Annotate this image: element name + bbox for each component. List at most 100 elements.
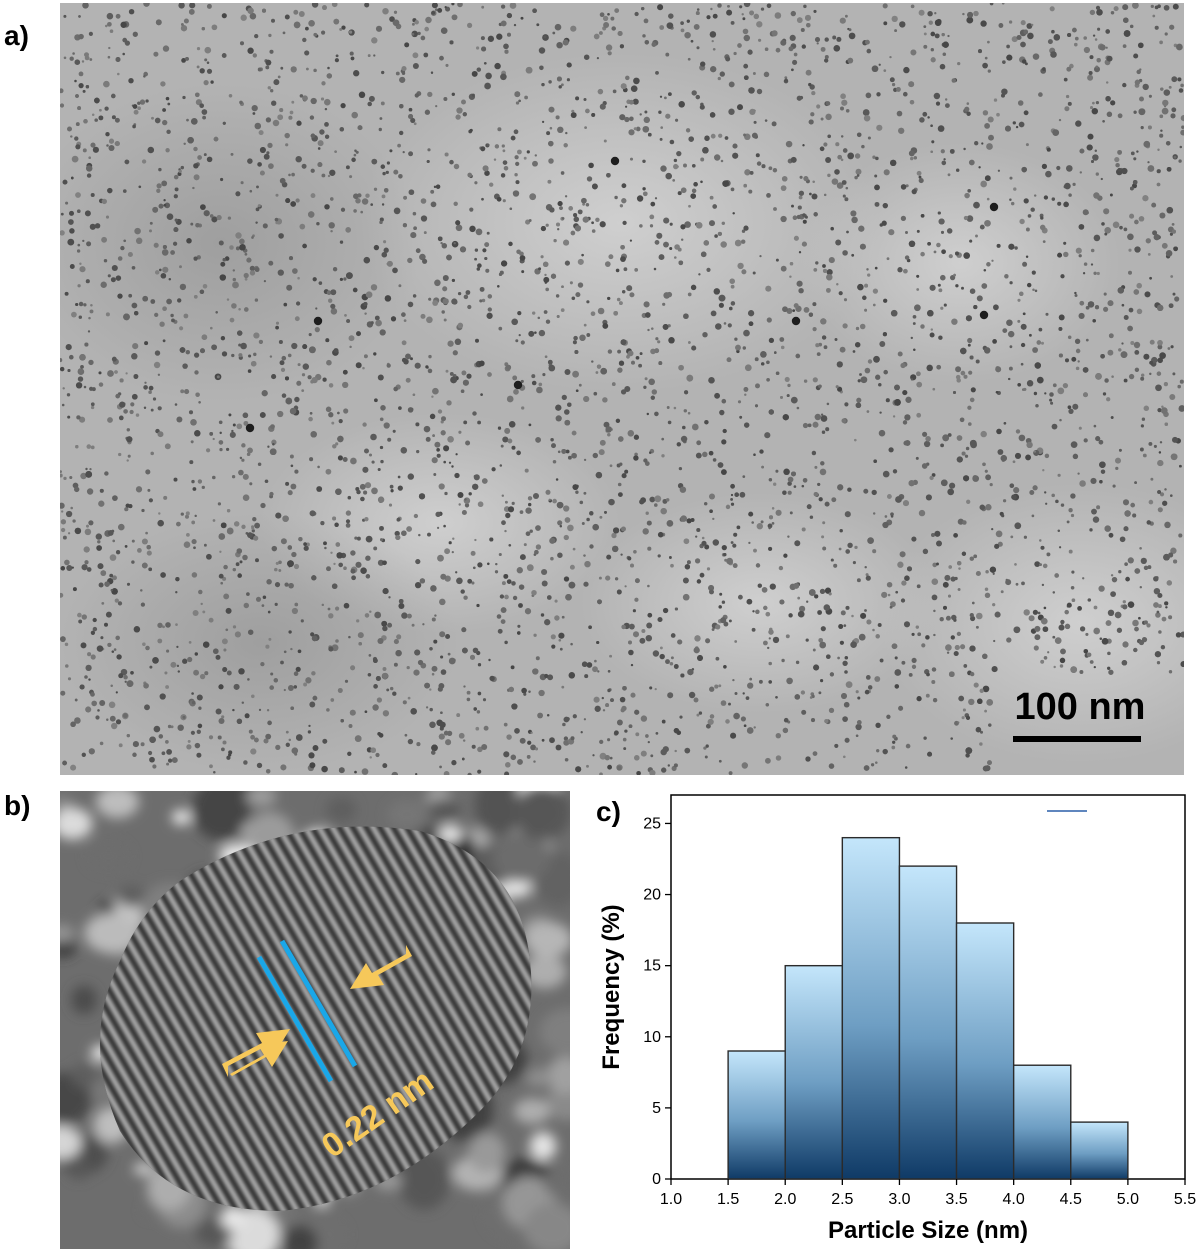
nanoparticle — [760, 7, 765, 11]
nanoparticle — [930, 124, 933, 128]
nanoparticle — [114, 117, 120, 123]
nanoparticle — [727, 323, 732, 328]
nanoparticle — [289, 407, 297, 415]
nanoparticle — [819, 588, 826, 595]
nanoparticle — [158, 268, 162, 272]
nanoparticle — [805, 638, 809, 642]
nanoparticle — [407, 301, 414, 308]
nanoparticle — [90, 654, 96, 660]
nanoparticle — [957, 561, 962, 566]
nanoparticle — [1098, 585, 1105, 592]
nanoparticle — [933, 250, 937, 254]
nanoparticle — [123, 239, 127, 243]
nanoparticle — [1132, 619, 1139, 627]
nanoparticle — [451, 92, 455, 96]
nanoparticle — [461, 370, 467, 376]
nanoparticle — [347, 495, 352, 500]
nanoparticle — [266, 709, 270, 712]
nanoparticle — [311, 3, 319, 8]
nanoparticle — [407, 473, 415, 480]
nanoparticle — [585, 108, 590, 114]
nanoparticle — [474, 338, 480, 343]
nanoparticle — [882, 332, 887, 337]
nanoparticle — [291, 172, 295, 177]
nanoparticle — [253, 535, 259, 541]
nanoparticle — [111, 722, 118, 730]
nanoparticle — [84, 675, 88, 679]
nanoparticle — [109, 573, 114, 578]
nanoparticle — [238, 668, 245, 675]
nanoparticle — [163, 203, 167, 207]
nanoparticle — [430, 189, 435, 194]
nanoparticle — [246, 592, 250, 596]
nanoparticle — [548, 140, 554, 147]
nanoparticle — [373, 54, 376, 57]
nanoparticle — [86, 165, 93, 172]
nanoparticle — [593, 33, 600, 40]
nanoparticle — [62, 179, 68, 185]
nanoparticle — [789, 34, 796, 41]
nanoparticle — [881, 591, 888, 598]
nanoparticle — [695, 221, 703, 229]
nanoparticle — [284, 582, 289, 587]
nanoparticle — [883, 369, 888, 375]
nanoparticle — [95, 533, 102, 540]
nanoparticle — [407, 696, 411, 700]
nanoparticle — [932, 387, 936, 391]
nanoparticle — [820, 461, 825, 466]
nanoparticle — [262, 595, 267, 599]
nanoparticle — [396, 634, 402, 640]
nanoparticle — [1093, 66, 1101, 73]
nanoparticle — [787, 481, 792, 486]
nanoparticle — [1136, 282, 1142, 289]
nanoparticle — [904, 255, 910, 260]
nanoparticle — [446, 400, 452, 406]
nanoparticle — [1141, 373, 1145, 377]
nanoparticle — [353, 209, 357, 213]
nanoparticle — [984, 587, 989, 591]
nanoparticle — [842, 194, 846, 198]
nanoparticle — [556, 41, 563, 49]
nanoparticle — [864, 367, 871, 374]
nanoparticle — [106, 12, 114, 20]
nanoparticle — [1055, 499, 1059, 504]
nanoparticle — [1090, 248, 1095, 253]
nanoparticle — [780, 395, 783, 399]
nanoparticle — [127, 454, 131, 458]
nanoparticle — [246, 452, 251, 456]
nanoparticle — [1087, 598, 1091, 602]
nanoparticle — [1129, 24, 1134, 29]
nanoparticle — [386, 260, 393, 267]
nanoparticle — [63, 14, 67, 18]
nanoparticle — [828, 257, 835, 264]
nanoparticle — [210, 326, 213, 330]
nanoparticle — [77, 376, 84, 382]
nanoparticle — [1157, 340, 1163, 346]
nanoparticle — [727, 4, 730, 8]
nanoparticle — [670, 656, 674, 660]
nanoparticle — [75, 302, 79, 307]
nanoparticle — [812, 180, 815, 184]
nanoparticle — [1170, 453, 1178, 461]
nanoparticle — [371, 158, 378, 165]
nanoparticle — [980, 430, 987, 438]
nanoparticle — [811, 91, 816, 96]
nanoparticle — [202, 284, 208, 289]
nanoparticle — [252, 517, 257, 522]
nanoparticle — [916, 229, 920, 233]
nanoparticle — [645, 511, 649, 515]
nanoparticle — [290, 647, 293, 651]
nanoparticle — [855, 723, 862, 731]
nanoparticle — [482, 698, 487, 702]
nanoparticle — [438, 483, 445, 490]
nanoparticle — [682, 593, 690, 601]
nanoparticle — [910, 156, 914, 161]
nanoparticle — [251, 529, 255, 533]
panel-label-c: c) — [596, 796, 621, 827]
nanoparticle — [725, 504, 731, 510]
nanoparticle — [82, 3, 89, 9]
nanoparticle — [370, 203, 374, 206]
nanoparticle — [626, 354, 630, 359]
nanoparticle — [85, 467, 88, 471]
nanoparticle — [425, 16, 432, 24]
